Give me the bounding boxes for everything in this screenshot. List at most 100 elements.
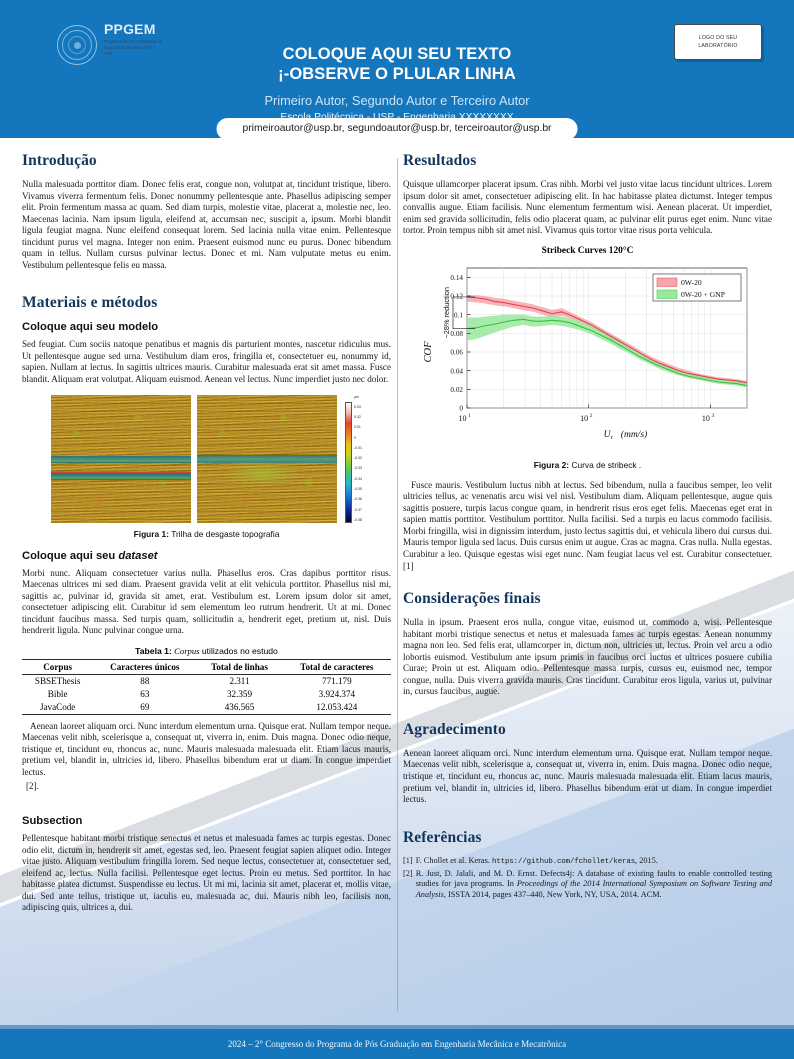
table-col-corpus: Corpus: [22, 658, 94, 675]
ppgem-acronym: PPGEM: [104, 21, 156, 37]
ack-paragraph: Aenean laoreet aliquam orci. Nunc interd…: [403, 747, 772, 805]
colorbar-tick-11: -0.08: [354, 517, 362, 522]
poster-title-line1: COLOQUE AQUI SEU TEXTO: [282, 45, 512, 63]
svg-text:0.08: 0.08: [450, 330, 463, 338]
ppgem-subtitle: Programa de Pós Graduação de Engenharia …: [104, 39, 163, 56]
colorbar-tick-8: -0.05: [354, 487, 362, 492]
subheading-modelo: Coloque aqui seu modelo: [22, 321, 159, 334]
ppgem-emblem-center: [73, 41, 81, 49]
wear-groove-1: [51, 456, 191, 463]
ppgem-logo: PPGEM Programa de Pós Graduação de Engen…: [57, 22, 166, 65]
figure-2-caption-text: Curva de stribeck .: [571, 459, 642, 470]
colorbar-gradient: [345, 401, 352, 523]
section-heading-materiais: Materiais e métodos: [22, 294, 158, 312]
topography-image-right: [197, 394, 337, 523]
svg-text:0W-20 + GNP: 0W-20 + GNP: [681, 290, 725, 299]
colorbar-tick-2: 0.01: [354, 425, 361, 430]
colorbar-tick-10: -0.07: [354, 507, 362, 512]
left-column: Introdução Nulla malesuada porttitor dia…: [22, 152, 391, 1017]
figure-1-label: Figura 1:: [133, 528, 169, 539]
colorbar-tick-0: 0.03: [354, 404, 361, 409]
after-figure2-paragraph: Fusce mauris. Vestibulum luctus nibh at …: [403, 479, 772, 571]
svg-text:0.1: 0.1: [454, 311, 463, 319]
svg-text:0: 0: [459, 404, 463, 412]
svg-text:0.14: 0.14: [450, 274, 463, 282]
model-paragraph: Sed feugiat. Cum sociis natoque penatibu…: [22, 339, 391, 385]
lab-logo-placeholder: LOGO DO SEU LABORATÓRIO: [674, 24, 762, 60]
right-column: Resultados Quisque ullamcorper placerat …: [403, 152, 772, 1017]
cell-corpus: Bible: [47, 689, 68, 700]
svg-text:r: r: [611, 435, 613, 441]
section-heading-introducao: Introdução: [22, 152, 97, 169]
figure-2: Stribeck Curves 120°C 0 0.02 0.04 0.06 0.08 0…: [415, 246, 760, 470]
wear-groove-3: [197, 454, 337, 463]
colorbar-tick-3: 0: [354, 435, 356, 440]
table-row: SBSEThesis 88 2.311 771.179: [22, 674, 391, 688]
svg-text:2: 2: [590, 413, 593, 419]
table-1-caption: Tabela 1: Corpus utilizados no estudo: [22, 646, 391, 656]
svg-text:3: 3: [711, 413, 714, 419]
table-col-total-linhas: Total de linhas: [196, 658, 283, 675]
section-heading-resultados: Resultados: [403, 152, 477, 169]
figure-2-caption: Figura 2: Curva de stribeck .: [415, 460, 760, 470]
table-1-caption-italic: Corpus: [174, 645, 200, 656]
table-1-caption-rest: utilizados no estudo: [199, 645, 278, 656]
cell-unicos: 69: [93, 700, 197, 715]
topography-halo: [222, 461, 304, 488]
section-heading-agradecimento: Agradecimento: [403, 720, 506, 738]
reference-url[interactable]: https://github.com/fchollet/keras: [491, 857, 636, 866]
cell-caracteres: 771.179: [322, 676, 352, 687]
author-emails: primeiroautor@usp.br, segundoautor@usp.b…: [216, 118, 578, 140]
svg-text:10: 10: [459, 414, 467, 423]
colorbar-block: µm 0.03 0.02 0.01 0 -0.01 -0.02 -0.03 -0…: [343, 395, 362, 523]
reference-pre: F. Chollet et al. Keras.: [415, 855, 492, 865]
svg-text:~28% reduction: ~28% reduction: [442, 287, 451, 339]
figure-2-label: Figura 2:: [533, 459, 570, 470]
cell-corpus: SBSEThesis: [34, 676, 81, 687]
colorbar-tick-9: -0.06: [354, 497, 362, 502]
section-heading-referencias: Referências: [403, 828, 482, 846]
results-paragraph: Quisque ullamcorper placerat ipsum. Cras…: [403, 179, 772, 236]
chart-title: Stribeck Curves 120°C: [415, 246, 760, 256]
subheading-dataset-italic: dataset: [118, 549, 158, 562]
lab-logo-line2: LABORATÓRIO: [698, 43, 738, 49]
colorbar-tick-5: -0.02: [354, 456, 362, 461]
svg-text:COF: COF: [423, 341, 434, 363]
cell-unicos: 88: [140, 676, 150, 687]
reference-text: F. Chollet et al. Keras. https://github.…: [416, 856, 772, 867]
table-col-total-caracteres: Total de caracteres: [282, 658, 391, 675]
intro-paragraph: Nulla malesuada porttitor diam. Donec fe…: [22, 179, 391, 270]
cell-caracteres: 3.924.374: [318, 689, 356, 700]
lab-logo-line1: LOGO DO SEU: [698, 34, 738, 41]
corpus-table: Corpus Caracteres únicos Total de linhas…: [22, 658, 391, 715]
svg-text:0.06: 0.06: [450, 348, 463, 356]
after-table-reference: [2].: [26, 780, 39, 791]
poster-authors: Primeiro Autor, Segundo Autor e Terceiro…: [264, 92, 530, 108]
after-table-paragraph: Aenean laoreet aliquam orci. Nunc interd…: [22, 720, 391, 778]
conclusions-paragraph: Nulla in ipsum. Praesent eros nulla, con…: [403, 617, 772, 697]
reference-item: [2] R. Just, D. Jalali, and M. D. Ernst.…: [403, 869, 772, 900]
colorbar-unit: µm: [354, 394, 359, 399]
figure-1-caption: Figura 1: Trilha de desgaste topografia: [22, 529, 391, 539]
ppgem-emblem-icon: [57, 25, 97, 65]
svg-text:1: 1: [468, 413, 471, 419]
wear-groove-2: [51, 473, 191, 480]
title-block: COLOQUE AQUI SEU TEXTO ¡-OBSERVE O PLULA…: [180, 44, 614, 123]
svg-text:0.04: 0.04: [450, 367, 463, 375]
cell-linhas: 32.359: [227, 689, 253, 700]
subheading-dataset: Coloque aqui seu dataset: [22, 550, 391, 562]
colorbar-tick-6: -0.03: [354, 466, 362, 471]
poster-header: PPGEM Programa de Pós Graduação de Engen…: [0, 0, 794, 140]
table-1-label: Tabela 1:: [135, 645, 172, 656]
reference-number: [2]: [403, 868, 413, 878]
cell-corpus: JavaCode: [22, 700, 94, 715]
poster-footer: 2024 – 2° Congresso do Programa de Pós G…: [0, 1029, 794, 1059]
reference-post: , 2015.: [635, 855, 658, 865]
colorbar-tick-1: 0.02: [354, 414, 361, 419]
colorbar-labels: µm 0.03 0.02 0.01 0 -0.01 -0.02 -0.03 -0…: [354, 395, 362, 523]
table-col-caracteres-unicos: Caracteres únicos: [93, 658, 197, 675]
reference-number: [1]: [403, 855, 413, 865]
reference-post: , ISSTA 2014, pages 437–440, New York, N…: [443, 889, 662, 899]
svg-text:10: 10: [580, 414, 588, 423]
